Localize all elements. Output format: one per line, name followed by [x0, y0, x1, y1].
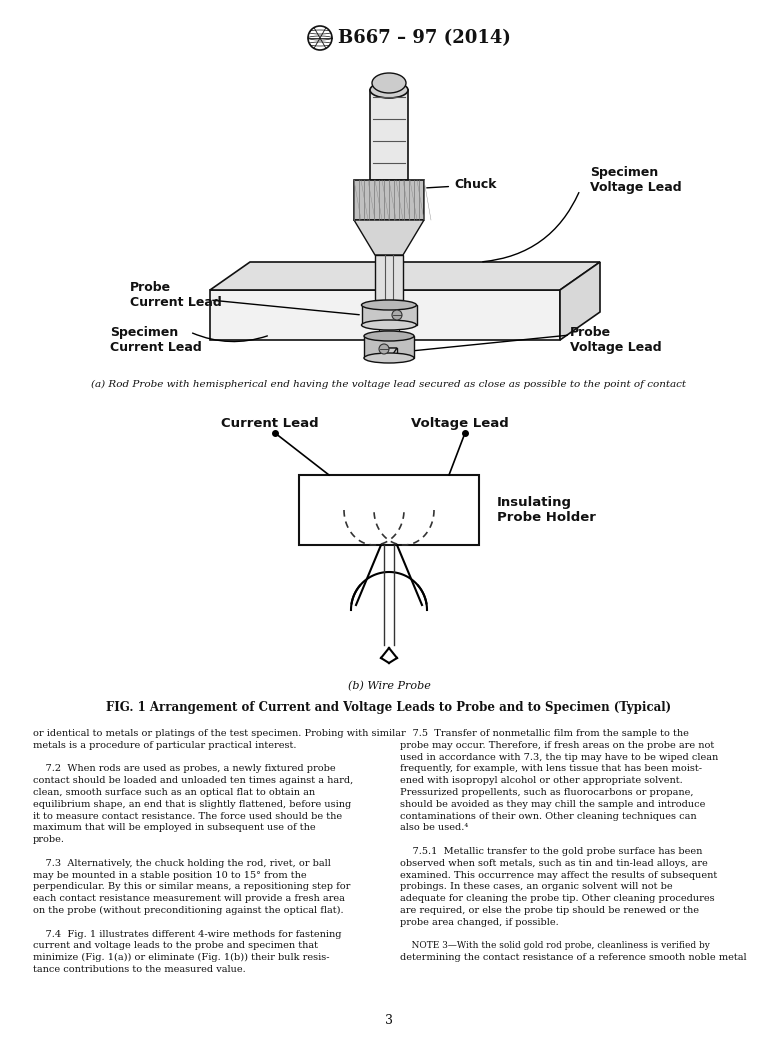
Text: contact should be loaded and unloaded ten times against a hard,: contact should be loaded and unloaded te…: [33, 777, 353, 785]
Text: Specimen
Current Lead: Specimen Current Lead: [110, 326, 202, 354]
Bar: [370, 90, 408, 180]
Ellipse shape: [364, 331, 414, 341]
Text: 3: 3: [385, 1014, 393, 1026]
Circle shape: [392, 310, 402, 320]
Text: 7.5  Transfer of nonmetallic film from the sample to the: 7.5 Transfer of nonmetallic film from th…: [400, 729, 689, 738]
Ellipse shape: [372, 73, 406, 93]
Text: (b) Wire Probe: (b) Wire Probe: [348, 681, 430, 691]
Text: Pressurized propellents, such as fluorocarbons or propane,: Pressurized propellents, such as fluoroc…: [400, 788, 693, 797]
Text: observed when soft metals, such as tin and tin-lead alloys, are: observed when soft metals, such as tin a…: [400, 859, 708, 868]
Text: are required, or else the probe tip should be renewed or the: are required, or else the probe tip shou…: [400, 906, 699, 915]
Text: may be mounted in a stable position 10 to 15° from the: may be mounted in a stable position 10 t…: [33, 870, 307, 880]
Text: 7.2  When rods are used as probes, a newly fixtured probe: 7.2 When rods are used as probes, a newl…: [33, 764, 335, 773]
Ellipse shape: [362, 300, 416, 310]
Bar: [362, 305, 417, 325]
Circle shape: [379, 344, 389, 354]
Text: ened with isopropyl alcohol or other appropriate solvent.: ened with isopropyl alcohol or other app…: [400, 777, 683, 785]
Text: also be used.⁴: also be used.⁴: [400, 823, 468, 833]
Text: Probe
Current Lead: Probe Current Lead: [130, 281, 222, 309]
Ellipse shape: [370, 82, 408, 98]
Text: it to measure contact resistance. The force used should be the: it to measure contact resistance. The fo…: [33, 812, 342, 820]
Text: 7.5.1  Metallic transfer to the gold probe surface has been: 7.5.1 Metallic transfer to the gold prob…: [400, 847, 703, 856]
Text: Probe
Voltage Lead: Probe Voltage Lead: [570, 326, 661, 354]
Bar: [299, 475, 479, 545]
Text: minimize (Fig. 1(a)) or eliminate (Fig. 1(b)) their bulk resis-: minimize (Fig. 1(a)) or eliminate (Fig. …: [33, 954, 330, 962]
Bar: [364, 336, 414, 358]
Text: perpendicular. By this or similar means, a repositioning step for: perpendicular. By this or similar means,…: [33, 883, 350, 891]
Text: probings. In these cases, an organic solvent will not be: probings. In these cases, an organic sol…: [400, 883, 673, 891]
Polygon shape: [381, 348, 397, 360]
Bar: [354, 180, 424, 220]
Text: Insulating
Probe Holder: Insulating Probe Holder: [497, 496, 596, 524]
Text: B667 – 97 (2014): B667 – 97 (2014): [338, 29, 511, 47]
Text: used in accordance with 7.3, the tip may have to be wiped clean: used in accordance with 7.3, the tip may…: [400, 753, 718, 762]
Text: 7.3  Alternatively, the chuck holding the rod, rivet, or ball: 7.3 Alternatively, the chuck holding the…: [33, 859, 331, 868]
Text: determining the contact resistance of a reference smooth noble metal: determining the contact resistance of a …: [400, 954, 747, 962]
Text: clean, smooth surface such as an optical flat to obtain an: clean, smooth surface such as an optical…: [33, 788, 315, 797]
Bar: [375, 255, 403, 300]
Bar: [210, 290, 560, 340]
Text: or identical to metals or platings of the test specimen. Probing with similar: or identical to metals or platings of th…: [33, 729, 406, 738]
Text: each contact resistance measurement will provide a fresh area: each contact resistance measurement will…: [33, 894, 345, 904]
Ellipse shape: [364, 353, 414, 363]
Text: FIG. 1 Arrangement of Current and Voltage Leads to Probe and to Specimen (Typica: FIG. 1 Arrangement of Current and Voltag…: [107, 701, 671, 714]
Ellipse shape: [362, 320, 416, 330]
Text: equilibrium shape, an end that is slightly flattened, before using: equilibrium shape, an end that is slight…: [33, 799, 351, 809]
Text: (a) Rod Probe with hemispherical end having the voltage lead secured as close as: (a) Rod Probe with hemispherical end hav…: [92, 380, 686, 389]
Text: Chuck: Chuck: [427, 178, 496, 192]
Text: probe.: probe.: [33, 835, 65, 844]
Text: contaminations of their own. Other cleaning techniques can: contaminations of their own. Other clean…: [400, 812, 696, 820]
Text: examined. This occurrence may affect the results of subsequent: examined. This occurrence may affect the…: [400, 870, 717, 880]
Bar: [379, 328, 399, 334]
Text: should be avoided as they may chill the sample and introduce: should be avoided as they may chill the …: [400, 799, 706, 809]
Text: maximum that will be employed in subsequent use of the: maximum that will be employed in subsequ…: [33, 823, 316, 833]
Text: Voltage Lead: Voltage Lead: [411, 417, 509, 430]
Bar: [381, 348, 397, 361]
Text: Current Lead: Current Lead: [221, 417, 319, 430]
Text: probe area changed, if possible.: probe area changed, if possible.: [400, 918, 559, 926]
Text: metals is a procedure of particular practical interest.: metals is a procedure of particular prac…: [33, 741, 296, 750]
Text: Specimen
Voltage Lead: Specimen Voltage Lead: [590, 166, 682, 194]
Polygon shape: [560, 262, 600, 340]
Polygon shape: [210, 262, 600, 290]
Text: current and voltage leads to the probe and specimen that: current and voltage leads to the probe a…: [33, 941, 318, 950]
Polygon shape: [354, 220, 424, 255]
Text: NOTE 3—With the solid gold rod probe, cleanliness is verified by: NOTE 3—With the solid gold rod probe, cl…: [400, 941, 710, 950]
Text: 7.4  Fig. 1 illustrates different 4-wire methods for fastening: 7.4 Fig. 1 illustrates different 4-wire …: [33, 930, 342, 939]
Text: adequate for cleaning the probe tip. Other cleaning procedures: adequate for cleaning the probe tip. Oth…: [400, 894, 715, 904]
Text: probe may occur. Therefore, if fresh areas on the probe are not: probe may occur. Therefore, if fresh are…: [400, 741, 714, 750]
Text: tance contributions to the measured value.: tance contributions to the measured valu…: [33, 965, 246, 974]
Text: frequently, for example, with lens tissue that has been moist-: frequently, for example, with lens tissu…: [400, 764, 702, 773]
Text: on the probe (without preconditioning against the optical flat).: on the probe (without preconditioning ag…: [33, 906, 344, 915]
